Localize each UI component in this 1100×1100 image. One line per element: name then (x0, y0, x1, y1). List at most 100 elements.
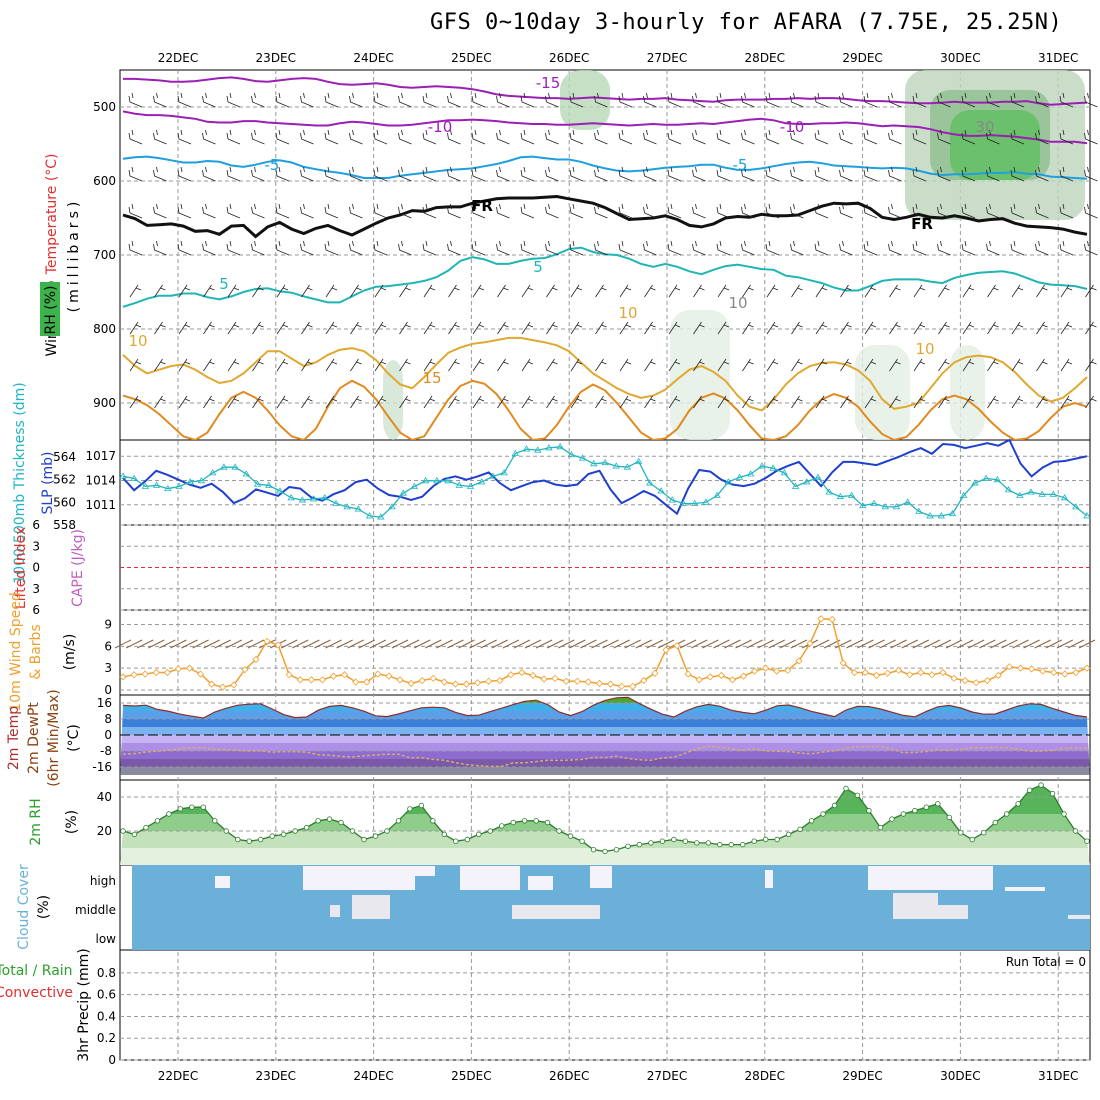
rh-marker (808, 818, 815, 824)
thickness-marker (545, 444, 553, 451)
wind-marker (817, 615, 825, 623)
surface-wind-barb (990, 639, 1007, 649)
surface-wind-barb (702, 639, 719, 649)
rh-marker (338, 819, 344, 826)
wind-tick: 0 (104, 683, 112, 697)
rh-marker (131, 831, 138, 838)
rh-marker (361, 836, 367, 843)
surface-wind-barb (447, 639, 464, 649)
surface-wind-barb (524, 639, 542, 649)
wind-marker (219, 683, 227, 691)
wind-marker (540, 675, 548, 683)
isotherm-line-15 (122, 379, 1088, 440)
rh-marker (854, 792, 861, 798)
wind-marker (1061, 670, 1069, 678)
wind-marker (329, 672, 338, 680)
wind-marker (196, 670, 205, 678)
instability-tick: 0 (32, 561, 40, 575)
surface-wind-barb (413, 639, 431, 649)
instability-tick: 6 (32, 518, 40, 532)
rh-marker (1026, 787, 1033, 793)
thickness-marker (859, 501, 867, 509)
rh-marker (820, 811, 826, 817)
surface-wind-barb (569, 639, 586, 649)
wind-marker (983, 676, 991, 685)
wind-marker (496, 676, 504, 685)
thickness-marker (982, 474, 990, 481)
thickness-ylabel: 1000-500mb Thickness (dm) (12, 382, 28, 583)
wind-marker (917, 668, 925, 677)
time-label-bottom: 27DEC (647, 1069, 687, 1083)
thickness-marker (556, 443, 564, 450)
wind-marker (374, 670, 382, 678)
thickness-tick: 562 (53, 473, 76, 487)
wind-marker (861, 668, 869, 677)
precip-tick: 0.2 (97, 1031, 116, 1045)
rh-marker (315, 818, 321, 824)
wind-marker (883, 669, 892, 677)
temp-ylabel: 2m Temp (6, 706, 22, 770)
surface-wind-barb (480, 639, 497, 649)
wind-marker (1083, 664, 1091, 672)
rh2m-units-ylabel: (%) (64, 810, 80, 834)
rh-marker (487, 828, 493, 834)
surface-wind-barb (203, 639, 220, 649)
wind-marker (806, 639, 814, 648)
wind-marker (485, 677, 493, 685)
surface-wind-barb (391, 639, 409, 649)
wind-marker (773, 667, 781, 675)
wind-marker (429, 674, 437, 682)
thickness-marker (511, 449, 520, 456)
thickness-marker (1016, 491, 1024, 498)
thickness-marker (433, 477, 441, 484)
rh-marker (143, 824, 149, 831)
rh-marker (889, 816, 895, 822)
wind-marker (341, 671, 349, 679)
thickness-marker (1038, 490, 1046, 497)
rh-marker (671, 836, 677, 843)
rh-marker (843, 785, 849, 792)
rh-legend-swatch (40, 282, 60, 336)
wind-marker (418, 676, 426, 685)
surface-wind-barb (591, 639, 608, 649)
surface-wind-barb (280, 639, 298, 649)
rh-marker (177, 806, 184, 812)
wind-marker (551, 674, 559, 682)
thickness-marker (657, 487, 665, 494)
thickness-marker (791, 482, 800, 489)
cloud-block (415, 866, 435, 876)
precip-tick: 0.6 (97, 988, 116, 1002)
time-label-top: 22DEC (158, 51, 198, 65)
thickness-marker (276, 487, 284, 494)
thickness-marker (130, 474, 138, 481)
rh-marker (923, 804, 930, 810)
wind-marker (872, 671, 881, 680)
isotherm-line-5 (122, 246, 1088, 308)
thickness-marker (421, 477, 430, 484)
cloud-block (330, 905, 340, 917)
rh-marker (189, 804, 195, 810)
rh-marker (590, 847, 597, 853)
wind-marker (695, 676, 703, 684)
rh-marker (912, 807, 918, 814)
surface-wind-barb (657, 639, 675, 649)
thickness-marker (365, 512, 374, 519)
cloud-block (215, 876, 230, 888)
thickness-marker (825, 488, 833, 495)
precip-tick: 0.8 (97, 966, 116, 980)
rh-marker (1003, 811, 1010, 817)
surface-wind-barb (746, 639, 763, 649)
thickness-marker (690, 499, 699, 506)
thickness-marker (265, 481, 273, 488)
wind-marker (529, 671, 537, 680)
thickness-tick: 560 (53, 495, 76, 509)
rh-marker (866, 807, 872, 814)
thickness-marker (208, 469, 217, 476)
wind-marker (651, 669, 659, 677)
cloud-ylabel: Cloud Cover (16, 864, 32, 950)
rh-marker (602, 848, 608, 855)
surface-wind-barb (1012, 639, 1029, 649)
rh-marker (935, 801, 941, 807)
rh-marker (659, 838, 666, 844)
rh-marker (533, 818, 539, 824)
